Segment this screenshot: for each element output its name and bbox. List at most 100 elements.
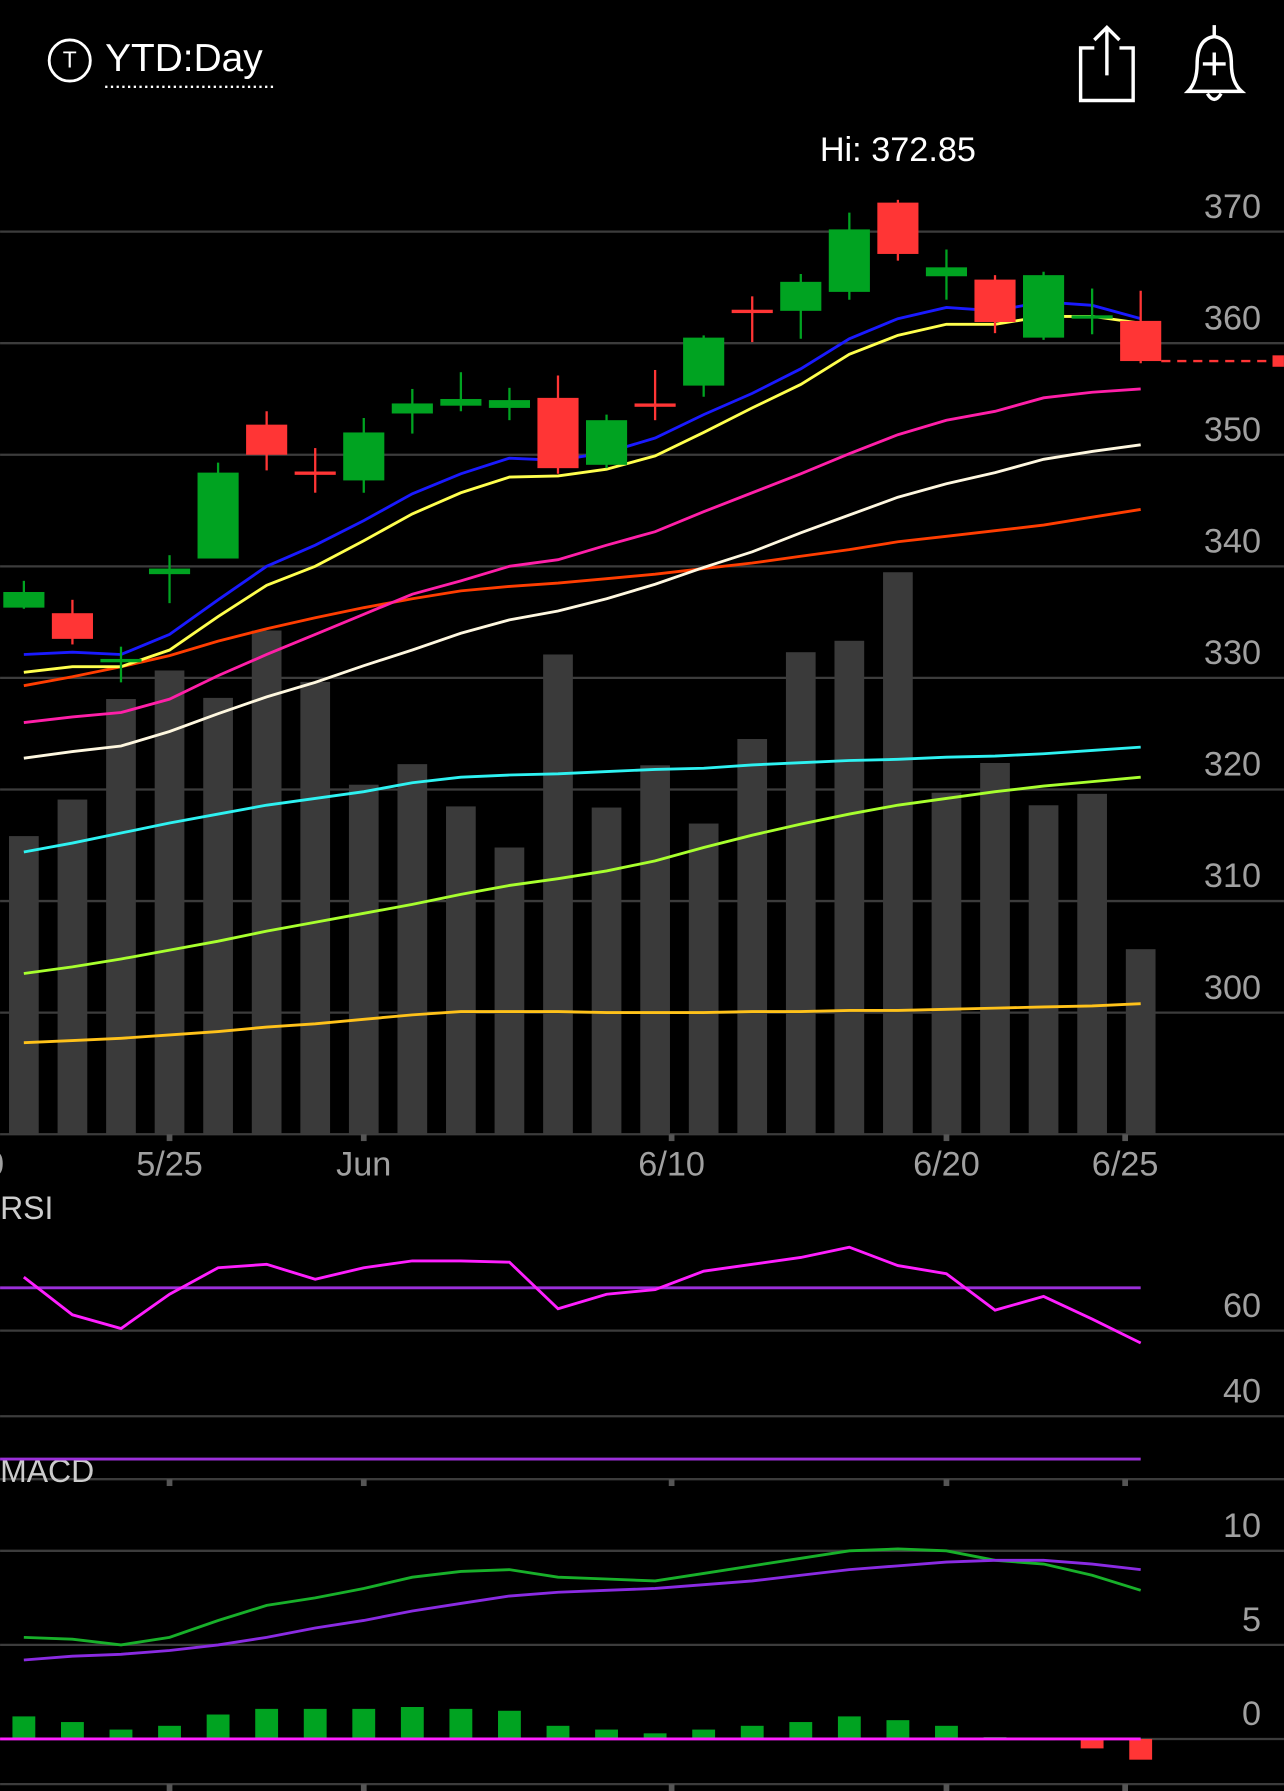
histogram-bar [1129,1738,1153,1760]
indicator-line [23,387,1141,724]
histogram-bar [1080,1738,1104,1749]
panel-title: RSI [0,1190,53,1226]
volume-bar [106,699,136,1135]
candle-body [877,202,919,254]
histogram-bar [206,1714,230,1739]
ticker-icon [47,38,92,83]
charts: 3003103203303403503603706040RSI1050MACDH… [0,131,1284,1791]
share-arrow [1093,24,1121,76]
volume-bar [397,764,428,1135]
candle-body [51,613,93,639]
histogram-bar [255,1708,279,1739]
x-tick-label: 6/10 [638,1145,705,1183]
indicator-line [23,775,1141,975]
volume-bar [203,697,233,1135]
candle-body [197,472,239,559]
candle-body [391,403,433,414]
volume-bar [980,763,1010,1135]
candle-body [343,432,385,481]
x-tick-label: 6/20 [913,1145,980,1183]
y-tick-label: 0 [1242,1695,1261,1733]
histogram-bar [61,1722,84,1739]
volume-bar [883,572,913,1135]
indicator-line [23,443,1141,760]
share-box [1078,46,1135,103]
y-tick-label: 300 [1204,969,1261,1007]
share-button[interactable] [1078,24,1135,103]
histogram-bar [643,1733,667,1739]
volume-bar [931,792,962,1135]
indicator-line [22,1245,1142,1345]
candle-body [3,592,45,608]
bell-details [1202,25,1226,102]
histogram-bar [692,1729,716,1739]
candle-body [1071,315,1113,319]
candle-body [246,424,288,455]
candle-body [537,397,579,469]
candle-body [1120,320,1162,362]
volume-bar [1028,805,1059,1135]
candle-body [440,398,482,406]
candle-body [828,229,870,292]
candle-body [974,279,1016,323]
candle-body [488,400,530,408]
histogram-bar [498,1710,521,1739]
x-tick-label: Jun [336,1145,391,1183]
histogram-bar [935,1725,958,1739]
histogram-bar [158,1725,181,1739]
candle-body [780,281,822,311]
indicator-line [23,745,1141,854]
y-tick-label: 340 [1204,523,1261,561]
indicator-line [23,1547,1142,1647]
histogram-bar [740,1725,764,1739]
y-tick-label: 350 [1204,411,1261,449]
volume-bar [785,652,816,1135]
y-tick-label: 370 [1204,188,1261,226]
candle-body [100,658,142,663]
y-tick-label: 40 [1223,1372,1261,1410]
volume-bar [1125,949,1156,1135]
volume-bar [251,630,282,1135]
y-tick-label: 10 [1223,1507,1261,1545]
histogram-bar [789,1722,813,1739]
candle-body [925,267,968,277]
volume-bar [688,823,719,1135]
y-tick-label: 5 [1242,1601,1261,1639]
histogram-bar [12,1716,36,1739]
volume-bar [154,670,185,1135]
bell [1183,34,1247,94]
last-price-marker [1272,355,1284,367]
volume-bar [9,836,39,1135]
y-tick-label: 330 [1204,634,1261,672]
histogram-bar [400,1706,424,1739]
volume-bar [446,806,476,1135]
histogram-bar [837,1716,861,1739]
histogram-bar [595,1729,618,1739]
x-tick-label: 5/25 [136,1145,203,1183]
histogram-bar [109,1729,133,1739]
volume-bar [348,784,379,1135]
ticker-button[interactable]: T YTD:Day [47,37,275,88]
y-tick-label: 320 [1204,746,1261,784]
histogram-bar [886,1720,910,1739]
volume-bar [737,739,768,1135]
ticker-icon-letter: T [63,47,77,73]
volume-bar [834,640,865,1135]
indicator-line [23,1558,1141,1662]
candle-body [148,568,191,575]
x-tick-label: 6/25 [1092,1145,1159,1183]
histogram-bar [352,1708,376,1739]
candle-body [731,309,773,314]
histogram-bar [546,1725,570,1739]
y-tick-label: 60 [1223,1287,1261,1325]
candle-body [683,337,725,386]
indicator-line [23,300,1142,656]
volume-bar [494,847,525,1135]
volume-bar [640,765,670,1135]
candle-body [634,403,676,407]
y-tick-label: 360 [1204,299,1261,337]
alert-button[interactable] [1183,25,1247,102]
histogram-bar [449,1708,473,1739]
